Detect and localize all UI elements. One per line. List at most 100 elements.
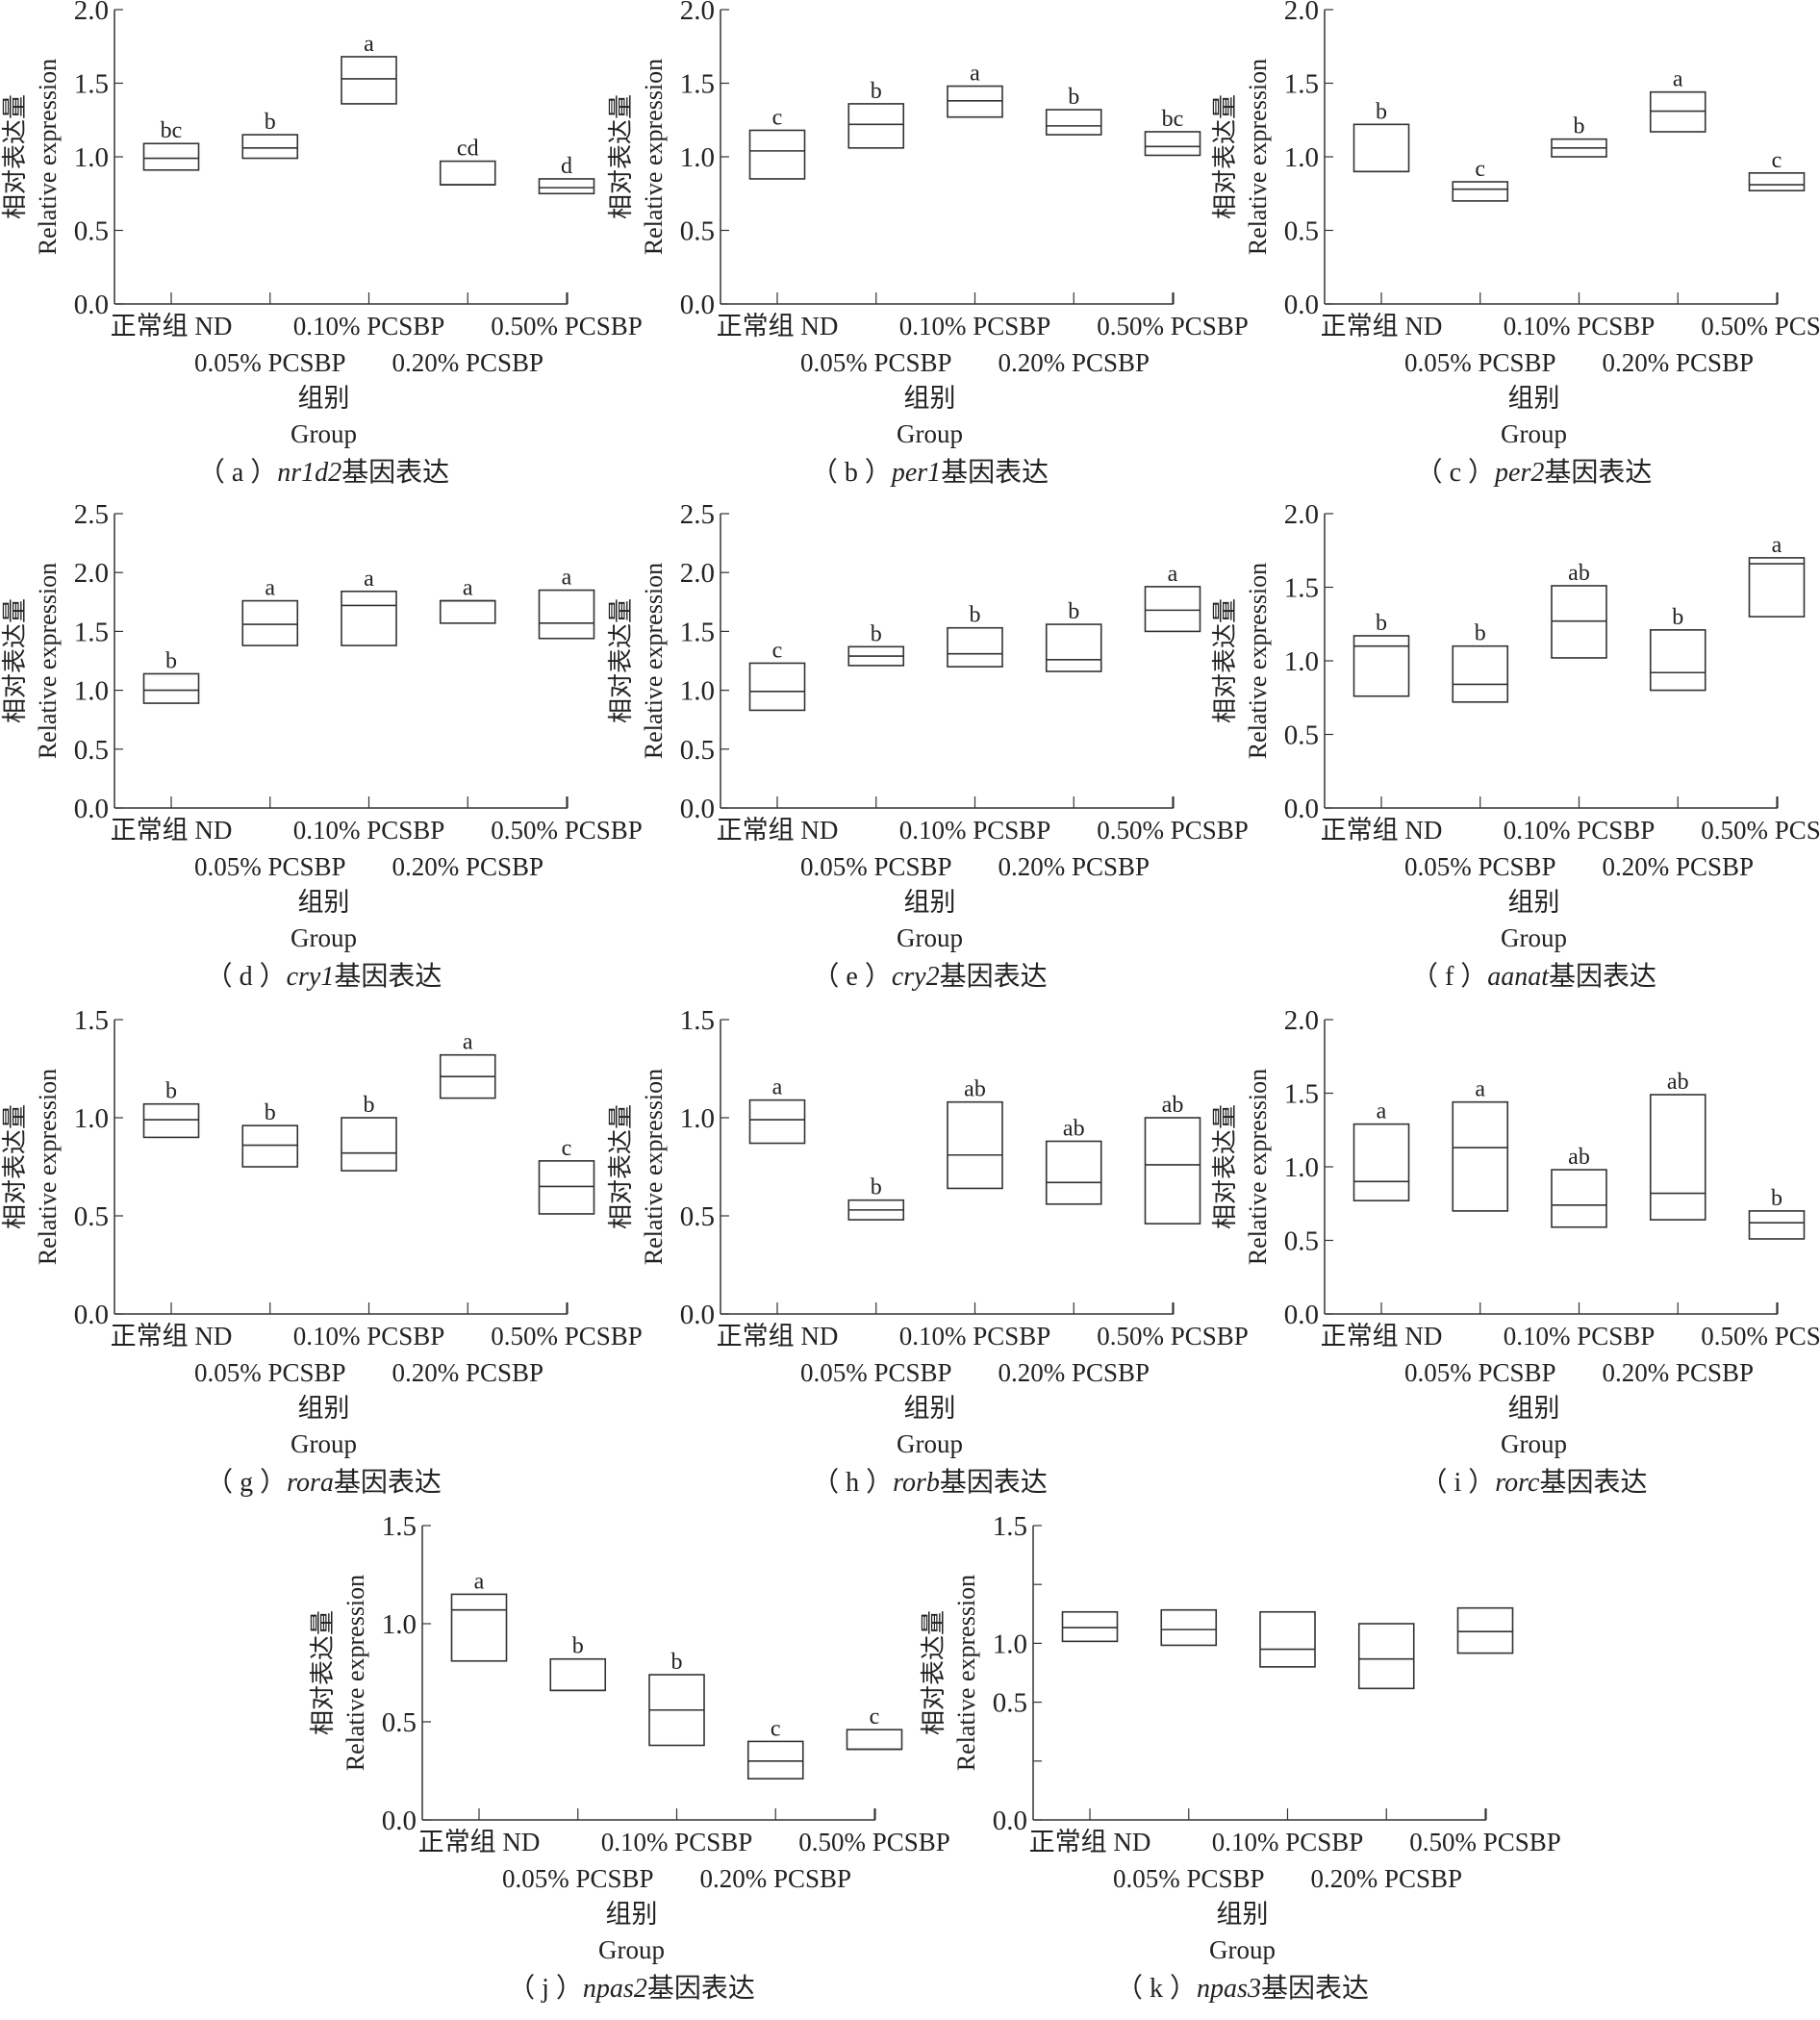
x-category-label: 0.50% PCSBP xyxy=(1097,816,1249,845)
box-2 xyxy=(1160,1608,1218,1647)
y-axis-label-cn: 相对表达量 xyxy=(1,598,29,723)
significance-letter: b xyxy=(1672,605,1683,630)
y-axis-label-cn: 相对表达量 xyxy=(1,94,29,219)
panel-caption: （ b ）per1基因表达 xyxy=(811,457,1049,488)
x-category-label: 正常组 ND xyxy=(717,312,839,341)
y-tick-label: 1.0 xyxy=(74,142,109,173)
y-axis-label-en: Relative expression xyxy=(34,59,62,255)
significance-letter: a xyxy=(1168,562,1178,587)
significance-letter: b xyxy=(265,1100,276,1125)
chart-aanat: 0.0 0.5 1.0 1.5 2.0 相对表达量 Relative expression b… xyxy=(1211,499,1820,992)
x-category-label: 0.10% PCSBP xyxy=(899,312,1051,341)
y-tick-label: 2.5 xyxy=(74,499,109,530)
significance-letter: b xyxy=(1068,85,1079,110)
x-category-label: 0.50% PCSBP xyxy=(491,816,643,845)
panel-j: 0.0 0.5 1.0 1.5 相对表达量 Relative expression a b b c… xyxy=(308,1511,950,2016)
box-3 xyxy=(341,1117,397,1172)
x-category-label: 0.50% PCSBP xyxy=(1409,1828,1561,1856)
x-category-label: 0.20% PCSBP xyxy=(998,348,1150,377)
box-1 xyxy=(142,1102,200,1139)
x-category-label: 正常组 ND xyxy=(717,816,839,845)
y-tick-label: 0.0 xyxy=(74,794,109,824)
box-2 xyxy=(241,599,299,646)
y-axis-label-en: Relative expression xyxy=(952,1575,980,1771)
panel-caption: （ c ）per2基因表达 xyxy=(1416,457,1653,488)
x-category-label: 0.20% PCSBP xyxy=(392,1358,543,1387)
y-axis-label-cn: 相对表达量 xyxy=(1,1104,29,1229)
x-category-label: 正常组 ND xyxy=(418,1828,541,1856)
y-tick-label: 0.5 xyxy=(382,1707,417,1738)
y-tick-label: 1.0 xyxy=(993,1629,1027,1659)
y-tick-label: 1.5 xyxy=(74,1005,109,1036)
y-tick-label: 1.5 xyxy=(382,1511,417,1542)
y-axis-label-cn: 相对表达量 xyxy=(920,1610,948,1735)
significance-letter: c xyxy=(1772,148,1782,173)
x-category-label: 正常组 ND xyxy=(1321,816,1443,845)
y-tick-label: 0.0 xyxy=(1284,290,1319,320)
box-3 xyxy=(341,56,397,105)
box-5 xyxy=(1748,1210,1806,1240)
significance-letter: b xyxy=(572,1634,584,1659)
x-axis-label-en: Group xyxy=(291,1429,357,1458)
x-category-label: 0.10% PCSBP xyxy=(293,312,445,341)
y-axis-label-en: Relative expression xyxy=(1244,59,1272,255)
x-category-label: 正常组 ND xyxy=(111,312,233,341)
box-2 xyxy=(549,1657,607,1692)
significance-letter: b xyxy=(364,1093,375,1118)
y-axis-label-en: Relative expression xyxy=(640,563,668,759)
x-category-label: 0.50% PCSBP xyxy=(1701,816,1820,845)
box-3 xyxy=(1259,1610,1316,1668)
x-category-label: 正常组 ND xyxy=(1029,1828,1151,1856)
chart-npas3: 0.0 0.5 1.0 1.5 相对表达量 Relative expression 正常组 … xyxy=(920,1511,1561,2004)
x-axis-label-cn: 组别 xyxy=(1508,1394,1560,1423)
y-tick-label: 2.0 xyxy=(1284,499,1319,530)
x-axis-label-en: Group xyxy=(1501,923,1567,952)
x-category-label: 0.50% PCSBP xyxy=(1097,312,1249,341)
box-4 xyxy=(1649,629,1706,692)
significance-letter: b xyxy=(1475,621,1486,646)
x-axis-label-cn: 组别 xyxy=(606,1900,658,1929)
significance-letter: b xyxy=(1574,114,1585,139)
significance-letter: ab xyxy=(1568,1145,1590,1170)
y-axis-label-en: Relative expression xyxy=(1244,1069,1272,1265)
panel-d: 0.0 0.5 1.0 1.5 2.0 2.5 相对表达量 Relative expressi… xyxy=(0,499,643,1004)
y-tick-label: 1.0 xyxy=(680,1103,715,1134)
x-category-label: 0.10% PCSBP xyxy=(601,1828,753,1856)
box-5 xyxy=(1456,1606,1514,1654)
panel-g: 0.0 0.5 1.0 1.5 相对表达量 Relative expression b b b a… xyxy=(0,1005,643,1510)
chart-per2: 0.0 0.5 1.0 1.5 2.0 相对表达量 Relative expression b… xyxy=(1211,0,1820,488)
y-tick-label: 2.0 xyxy=(74,0,109,26)
y-tick-label: 1.5 xyxy=(1284,573,1319,604)
y-tick-label: 0.0 xyxy=(680,1300,715,1330)
box-1 xyxy=(1352,635,1410,697)
x-axis-label-cn: 组别 xyxy=(904,1394,956,1423)
x-category-label: 0.50% PCSBP xyxy=(798,1828,950,1856)
y-tick-label: 1.5 xyxy=(680,1005,715,1036)
x-category-label: 0.05% PCSBP xyxy=(800,852,952,881)
panel-h: 0.0 0.5 1.0 1.5 相对表达量 Relative expression a b ab… xyxy=(606,1005,1249,1510)
box-2 xyxy=(847,103,905,149)
y-tick-label: 1.0 xyxy=(1284,646,1319,677)
x-category-label: 0.50% PCSBP xyxy=(1701,1322,1820,1351)
box-5 xyxy=(1144,586,1201,633)
x-axis-label-en: Group xyxy=(1501,419,1567,448)
x-category-label: 0.20% PCSBP xyxy=(1310,1864,1462,1893)
panel-caption: （ f ）aanat基因表达 xyxy=(1411,961,1656,992)
significance-letter: b xyxy=(871,1175,882,1200)
x-axis-label-cn: 组别 xyxy=(904,384,956,413)
x-category-label: 0.20% PCSBP xyxy=(998,852,1150,881)
box-2 xyxy=(1452,644,1509,703)
x-axis-label-cn: 组别 xyxy=(298,384,350,413)
x-category-label: 0.20% PCSBP xyxy=(998,1358,1150,1387)
x-category-label: 0.20% PCSBP xyxy=(392,852,543,881)
y-tick-label: 0.0 xyxy=(382,1805,417,1836)
y-tick-label: 2.0 xyxy=(1284,1005,1319,1036)
box-5 xyxy=(1144,1117,1201,1225)
significance-letter: d xyxy=(561,154,572,179)
significance-letter: b xyxy=(970,603,981,628)
panel-caption: （ d ）cry1基因表达 xyxy=(206,961,442,992)
box-1 xyxy=(142,672,200,704)
significance-letter: b xyxy=(871,621,882,646)
